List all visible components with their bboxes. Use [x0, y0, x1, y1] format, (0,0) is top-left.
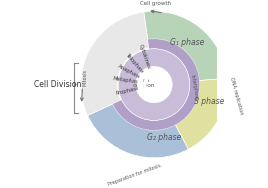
Text: Cytokinesis: Cytokinesis [138, 43, 152, 74]
Wedge shape [121, 63, 138, 78]
Text: S phase: S phase [194, 97, 224, 106]
Wedge shape [113, 39, 200, 130]
Text: Interphase: Interphase [190, 74, 199, 101]
Text: Cell growth: Cell growth [140, 1, 171, 6]
Text: DNA replication: DNA replication [229, 77, 244, 115]
Text: G₂ phase: G₂ phase [147, 133, 181, 142]
Circle shape [118, 49, 190, 120]
Wedge shape [81, 12, 149, 115]
Text: G₁ phase: G₁ phase [170, 39, 204, 47]
Wedge shape [119, 74, 135, 86]
Text: Preparation for mitosis: Preparation for mitosis [107, 163, 161, 187]
Wedge shape [136, 50, 151, 67]
Wedge shape [144, 11, 227, 81]
Text: Mitosis: Mitosis [82, 69, 87, 86]
Text: Cell Division: Cell Division [34, 80, 81, 89]
Text: Anaphase: Anaphase [117, 63, 143, 80]
Circle shape [136, 66, 172, 103]
Text: Telophase: Telophase [125, 52, 146, 75]
Wedge shape [88, 100, 188, 158]
Text: Metaphase: Metaphase [112, 76, 142, 85]
Wedge shape [119, 85, 136, 99]
Text: Prophase: Prophase [115, 86, 140, 96]
Wedge shape [171, 78, 227, 149]
Wedge shape [126, 54, 144, 72]
Text: Cell
division: Cell division [133, 77, 155, 88]
